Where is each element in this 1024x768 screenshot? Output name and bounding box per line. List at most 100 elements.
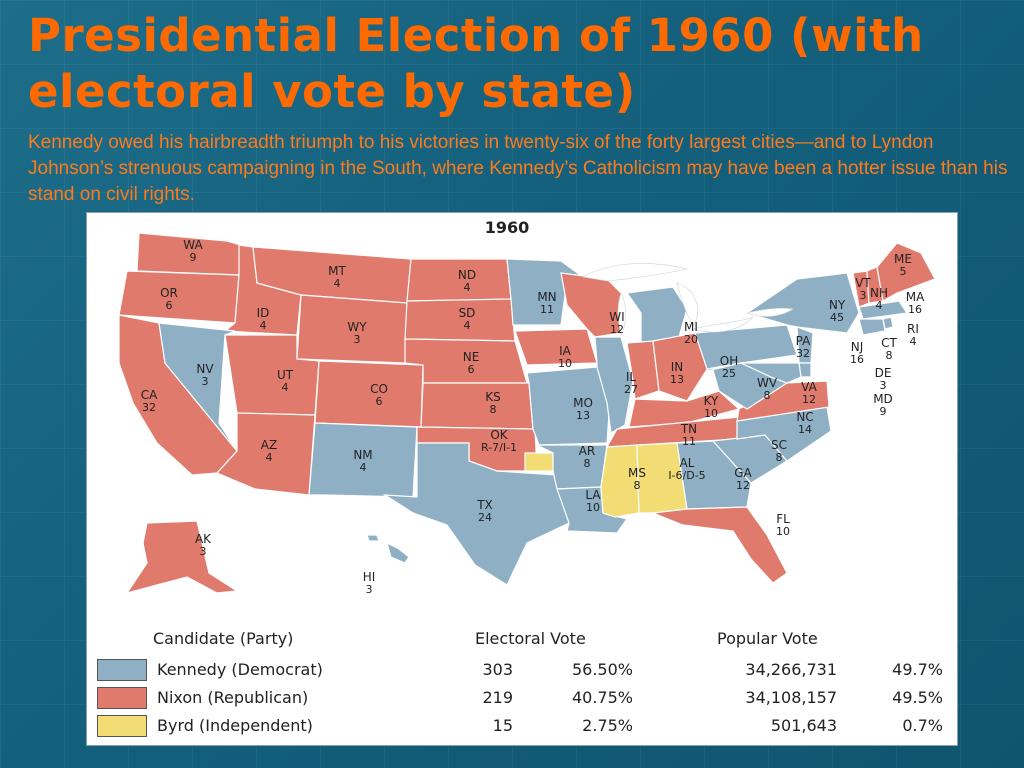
legend-header-candidate: Candidate (Party) bbox=[153, 629, 294, 648]
state-label-sd: SD bbox=[459, 306, 476, 320]
legend-popular-pct: 49.5% bbox=[892, 688, 943, 707]
state-label-ca: CA bbox=[141, 388, 158, 402]
legend-electoral-pct: 2.75% bbox=[582, 716, 633, 735]
legend-popular-votes: 501,643 bbox=[770, 716, 837, 735]
state-votes-ct: 8 bbox=[886, 349, 893, 362]
state-label-ne: NE bbox=[463, 350, 480, 364]
state-votes-ut: 4 bbox=[282, 381, 289, 394]
state-label-ak: AK bbox=[195, 532, 212, 546]
legend-popular-pct: 49.7% bbox=[892, 660, 943, 679]
legend-candidate: Nixon (Republican) bbox=[157, 688, 309, 707]
state-OH bbox=[652, 332, 712, 402]
state-votes-ia: 10 bbox=[558, 357, 572, 370]
us-map: 1960 WA9OR6CA32ID4NV3MT4WY3UT4AZ4CO6NM4N… bbox=[118, 218, 936, 596]
legend-electoral-pct: 40.75% bbox=[571, 688, 633, 707]
state-votes-ne: 6 bbox=[468, 363, 475, 376]
state-votes-al: I-6/D-5 bbox=[668, 469, 705, 482]
state-label-or: OR bbox=[160, 286, 178, 300]
state-IN bbox=[626, 340, 660, 400]
legend-swatch-byrd bbox=[97, 715, 147, 737]
legend-electoral-votes: 15 bbox=[492, 716, 513, 735]
state-IA bbox=[514, 328, 598, 366]
state-label-pa: PA bbox=[796, 334, 811, 348]
legend-header-popular: Popular Vote bbox=[717, 629, 818, 648]
state-CO bbox=[314, 360, 424, 428]
state-label-tn: TN bbox=[680, 422, 697, 436]
state-KS bbox=[420, 382, 534, 430]
state-label-nm: NM bbox=[353, 448, 372, 462]
legend-electoral-pct: 56.50% bbox=[571, 660, 633, 679]
state-votes-nj: 16 bbox=[850, 353, 864, 366]
state-label-ky: KY bbox=[704, 394, 719, 408]
state-label-in: IN bbox=[671, 360, 684, 374]
state-label-ks: KS bbox=[485, 390, 501, 404]
state-votes-ok: R-7/I-1 bbox=[481, 441, 517, 454]
state-votes-mo: 13 bbox=[576, 409, 590, 422]
state-WI bbox=[560, 272, 622, 338]
state-label-az: AZ bbox=[261, 438, 277, 452]
state-MD bbox=[740, 362, 802, 384]
state-votes-ma: 16 bbox=[908, 303, 922, 316]
state-label-ut: UT bbox=[277, 368, 294, 382]
state-label-hi: HI bbox=[363, 570, 376, 584]
state-CT bbox=[858, 318, 886, 336]
state-label-mo: MO bbox=[573, 396, 593, 410]
state-label-nj: NJ bbox=[851, 340, 864, 354]
state-votes-in: 13 bbox=[670, 373, 684, 386]
slide-body-text: Kennedy owed his hairbreadth triumph to … bbox=[28, 132, 1008, 205]
state-votes-wa: 9 bbox=[190, 251, 197, 264]
state-label-mi: MI bbox=[684, 320, 698, 334]
state-label-ct: CT bbox=[881, 336, 897, 350]
state-IL bbox=[594, 336, 634, 434]
state-votes-nm: 4 bbox=[360, 461, 367, 474]
state-NM bbox=[308, 422, 418, 498]
state-label-tx: TX bbox=[476, 498, 493, 512]
state-label-md: MD bbox=[873, 392, 893, 406]
state-votes-nc: 14 bbox=[798, 423, 812, 436]
state-votes-de: 3 bbox=[880, 379, 887, 392]
state-label-ok: OK bbox=[490, 428, 508, 442]
legend-popular-votes: 34,108,157 bbox=[745, 688, 837, 707]
state-HI-2 bbox=[366, 534, 380, 542]
state-label-wv: WV bbox=[757, 376, 778, 390]
state-label-de: DE bbox=[875, 366, 892, 380]
state-label-mn: MN bbox=[537, 290, 556, 304]
state-votes-ga: 12 bbox=[736, 479, 750, 492]
state-label-fl: FL bbox=[776, 512, 790, 526]
state-votes-la: 10 bbox=[586, 501, 600, 514]
state-label-ny: NY bbox=[829, 298, 846, 312]
map-year: 1960 bbox=[485, 218, 530, 237]
state-label-mt: MT bbox=[328, 264, 346, 278]
legend-table: Candidate (Party) Electoral Vote Popular… bbox=[87, 623, 957, 743]
legend-row-kennedy: Kennedy (Democrat) 303 56.50% 34,266,731… bbox=[97, 659, 947, 683]
state-AK bbox=[125, 520, 239, 594]
legend-header-electoral: Electoral Vote bbox=[475, 629, 586, 648]
state-votes-ky: 10 bbox=[704, 407, 718, 420]
state-label-nh: NH bbox=[870, 286, 888, 300]
state-votes-fl: 10 bbox=[776, 525, 790, 538]
state-votes-pa: 32 bbox=[796, 347, 810, 360]
state-votes-sd: 4 bbox=[464, 319, 471, 332]
legend-row-nixon: Nixon (Republican) 219 40.75% 34,108,157… bbox=[97, 687, 947, 711]
state-label-vt: VT bbox=[855, 276, 871, 290]
state-votes-az: 4 bbox=[266, 451, 273, 464]
state-label-ar: AR bbox=[579, 444, 596, 458]
legend-candidate: Kennedy (Democrat) bbox=[157, 660, 323, 679]
legend-row-byrd: Byrd (Independent) 15 2.75% 501,643 0.7% bbox=[97, 715, 947, 739]
state-votes-ks: 8 bbox=[490, 403, 497, 416]
state-label-ma: MA bbox=[906, 290, 925, 304]
state-votes-mt: 4 bbox=[334, 277, 341, 290]
state-votes-ri: 4 bbox=[910, 335, 917, 348]
state-votes-co: 6 bbox=[376, 395, 383, 408]
state-HI bbox=[386, 541, 410, 564]
legend-popular-votes: 34,266,731 bbox=[745, 660, 837, 679]
state-label-id: ID bbox=[257, 306, 270, 320]
state-label-va: VA bbox=[801, 380, 817, 394]
state-label-la: LA bbox=[585, 488, 601, 502]
state-votes-nh: 4 bbox=[876, 299, 883, 312]
state-votes-il: 27 bbox=[624, 383, 638, 396]
state-label-sc: SC bbox=[771, 438, 787, 452]
state-votes-nd: 4 bbox=[464, 281, 471, 294]
state-votes-mn: 11 bbox=[540, 303, 554, 316]
state-votes-wv: 8 bbox=[764, 389, 771, 402]
